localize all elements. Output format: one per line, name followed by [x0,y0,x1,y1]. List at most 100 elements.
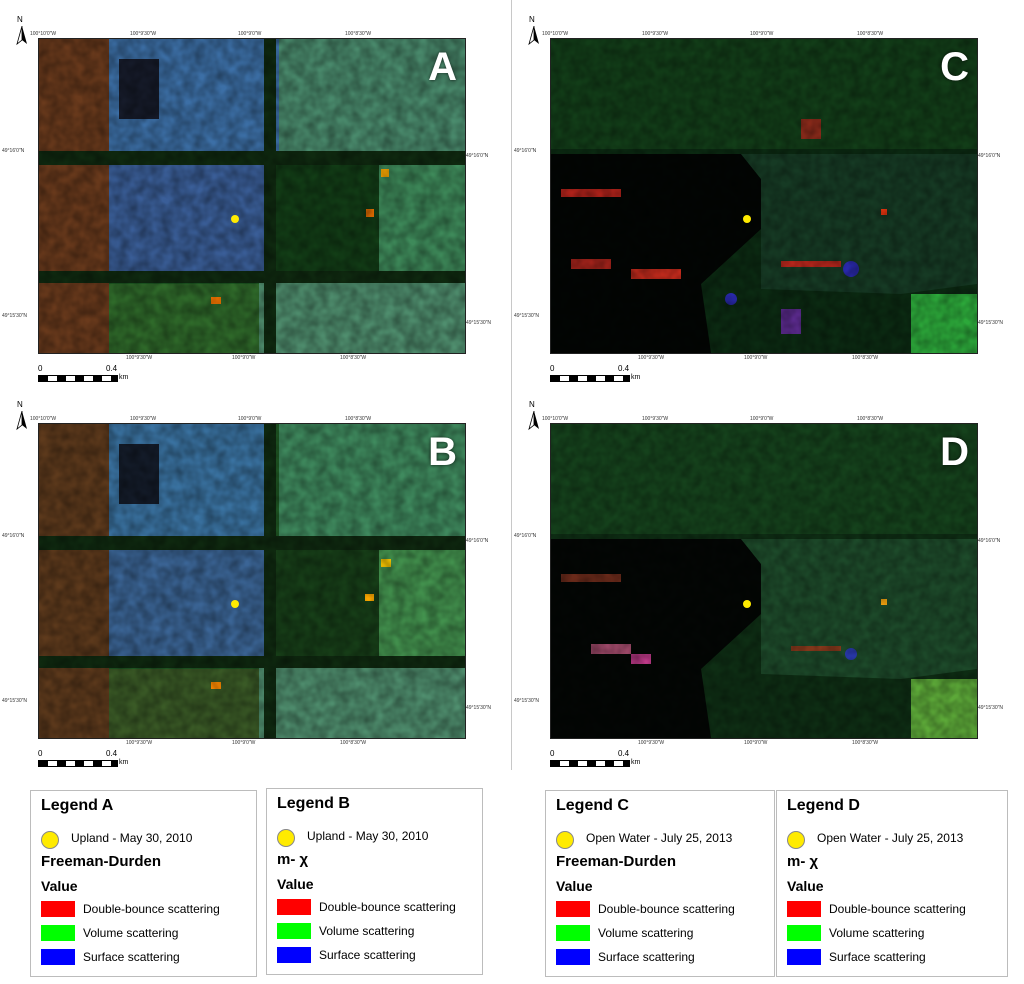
coord-label-top: 100°8'30"W [345,31,372,37]
panel-letter: B [428,430,457,474]
double-bounce-swatch [277,899,311,915]
coord-label-right: 49°16'0"N [978,538,1001,544]
coord-label-right: 49°15'30"N [978,320,1004,326]
coord-label-bottom: 100°8'30"W [340,355,367,361]
legend-title: Legend C [556,797,629,814]
coord-label-bottom: 100°9'0"W [232,355,256,361]
coord-label-bottom: 100°9'0"W [744,740,768,746]
sample-point-label: Upland - May 30, 2010 [307,829,429,843]
surface-swatch [41,949,75,965]
coord-label-left: 49°15'30"N [2,698,28,704]
decomposition-method: Freeman-Durden [556,853,677,870]
coord-label-left: 49°15'30"N [514,313,540,319]
legend-c: Legend C Open Water - July 25, 2013 Free… [545,790,775,977]
legend-b: Legend B Upland - May 30, 2010 m- χ Valu… [266,788,483,975]
coord-label-top: 100°9'0"W [750,31,774,37]
sample-point-label: Open Water - July 25, 2013 [817,831,964,845]
panel-divider [511,0,512,770]
coord-label-bottom: 100°8'30"W [340,740,367,746]
coord-label-bottom: 100°9'30"W [638,355,665,361]
map-panel-b: N 100°10'0"W 100°9'30"W 100°9'0"W 100°8'… [0,385,500,775]
map-panel-c: N 100°10'0"W 100°9'30"W 100°9'0"W 100°8'… [512,0,1012,390]
surface-swatch [787,949,821,965]
scale-bar: 0 0.4 km [38,749,129,767]
value-heading: Value [277,876,314,892]
coord-label-bottom: 100°9'0"W [232,740,256,746]
coord-label-right: 49°15'30"N [466,705,492,711]
double-bounce-swatch [41,901,75,917]
coord-label-top: 100°10'0"W [542,416,569,422]
coord-label-bottom: 100°9'30"W [126,355,153,361]
sample-point-label: Open Water - July 25, 2013 [586,831,733,845]
volume-swatch [41,925,75,941]
legend-d: Legend D Open Water - July 25, 2013 m- χ… [776,790,1008,977]
sar-composite-image: D [550,423,978,739]
coord-label-right: 49°16'0"N [978,153,1001,159]
coord-label-left: 49°16'0"N [2,148,25,154]
surface-swatch [277,947,311,963]
coord-label-right: 49°15'30"N [978,705,1004,711]
coord-label-top: 100°8'30"W [345,416,372,422]
map-panel-a: N 100°10'0"W 100°9'30"W 100°9'0"W 100°8'… [0,0,500,390]
coord-label-bottom: 100°9'30"W [126,740,153,746]
double-bounce-swatch [556,901,590,917]
coord-label-top: 100°8'30"W [857,416,884,422]
decomposition-method: m- χ [787,853,819,870]
coord-label-top: 100°9'0"W [238,416,262,422]
volume-swatch [556,925,590,941]
north-arrow-icon: N [16,400,30,433]
coord-label-top: 100°9'0"W [238,31,262,37]
sample-point-marker [743,600,751,608]
sample-point-icon [41,831,59,849]
coord-label-right: 49°15'30"N [466,320,492,326]
sar-composite-image: B [38,423,466,739]
coord-label-left: 49°15'30"N [2,313,28,319]
sar-composite-image: C [550,38,978,354]
panel-letter: C [940,45,969,89]
sample-point-marker [231,600,239,608]
coord-label-left: 49°16'0"N [514,533,537,539]
sample-point-icon [277,829,295,847]
legend-a: Legend A Upland - May 30, 2010 Freeman-D… [30,790,257,977]
sample-point-icon [556,831,574,849]
panel-letter: D [940,430,969,474]
sample-point-marker [743,215,751,223]
coord-label-left: 49°16'0"N [514,148,537,154]
value-heading: Value [787,878,824,894]
coord-label-top: 100°9'0"W [750,416,774,422]
legend-title: Legend A [41,797,114,814]
coord-label-bottom: 100°8'30"W [852,355,879,361]
sample-point-marker [231,215,239,223]
coord-label-top: 100°10'0"W [542,31,569,37]
coord-label-top: 100°9'30"W [130,31,157,37]
decomposition-method: m- χ [277,851,309,868]
coord-label-top: 100°10'0"W [30,416,57,422]
sample-point-icon [787,831,805,849]
sample-point-label: Upland - May 30, 2010 [71,831,193,845]
coord-label-bottom: 100°9'0"W [744,355,768,361]
coord-label-right: 49°16'0"N [466,153,489,159]
coord-label-top: 100°8'30"W [857,31,884,37]
north-arrow-icon: N [528,15,542,48]
value-heading: Value [41,878,78,894]
sar-composite-image: A [38,38,466,354]
legend-title: Legend B [277,795,350,812]
coord-label-bottom: 100°9'30"W [638,740,665,746]
panel-letter: A [428,45,457,89]
volume-swatch [787,925,821,941]
coord-label-bottom: 100°8'30"W [852,740,879,746]
coord-label-top: 100°10'0"W [30,31,57,37]
coord-label-left: 49°16'0"N [2,533,25,539]
value-heading: Value [556,878,593,894]
north-arrow-icon: N [528,400,542,433]
scale-bar: 0 0.4 km [550,364,641,382]
map-panel-d: N 100°10'0"W 100°9'30"W 100°9'0"W 100°8'… [512,385,1012,775]
double-bounce-swatch [787,901,821,917]
coord-label-top: 100°9'30"W [642,31,669,37]
coord-label-right: 49°16'0"N [466,538,489,544]
north-arrow-icon: N [16,15,30,48]
volume-swatch [277,923,311,939]
scale-bar: 0 0.4 km [38,364,129,382]
coord-label-top: 100°9'30"W [642,416,669,422]
decomposition-method: Freeman-Durden [41,853,162,870]
